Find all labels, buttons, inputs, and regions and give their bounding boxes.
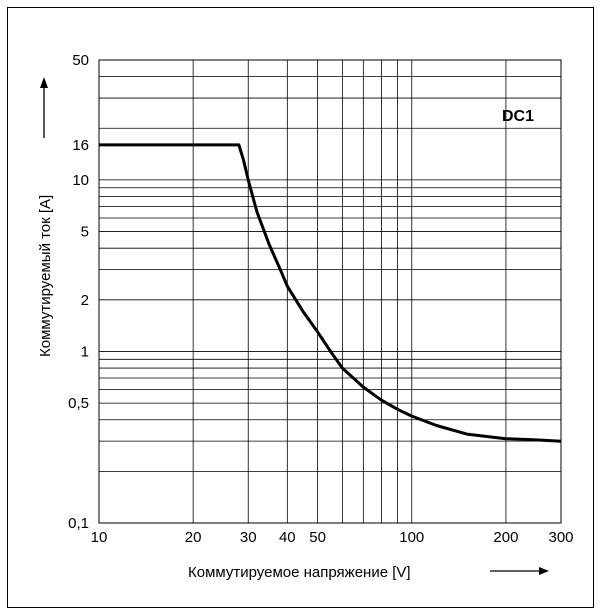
y-tick-labels: 0,1 0,5 1 2 5 10 16 50 bbox=[68, 52, 89, 532]
grid bbox=[98, 59, 562, 524]
x-tick-label: 40 bbox=[279, 529, 296, 546]
x-tick-labels: 10 20 30 40 50 100 200 300 bbox=[91, 529, 574, 546]
x-axis-arrow bbox=[490, 567, 549, 575]
y-tick-label: 2 bbox=[81, 292, 89, 309]
y-tick-label: 5 bbox=[81, 224, 89, 241]
y-tick-label: 16 bbox=[72, 137, 89, 154]
y-tick-label: 50 bbox=[72, 52, 89, 69]
y-axis-arrow bbox=[40, 77, 48, 138]
x-tick-label: 20 bbox=[185, 529, 202, 546]
y-tick-label: 1 bbox=[81, 343, 89, 360]
y-tick-label: 0,1 bbox=[68, 515, 89, 532]
x-tick-label: 50 bbox=[309, 529, 326, 546]
y-tick-label: 0,5 bbox=[68, 395, 89, 412]
plot-border bbox=[98, 59, 562, 524]
x-axis-title: Коммутируемое напряжение [V] bbox=[188, 564, 411, 581]
y-tick-label: 10 bbox=[72, 172, 89, 189]
x-tick-label: 30 bbox=[240, 529, 257, 546]
x-tick-label: 300 bbox=[548, 529, 573, 546]
x-tick-label: 10 bbox=[91, 529, 108, 546]
series-curve bbox=[99, 143, 562, 443]
annotation-dc1: DC1 bbox=[502, 108, 534, 125]
y-axis-title: Коммутируемый ток [A] bbox=[37, 195, 54, 357]
x-tick-label: 100 bbox=[399, 529, 424, 546]
x-tick-label: 200 bbox=[493, 529, 518, 546]
